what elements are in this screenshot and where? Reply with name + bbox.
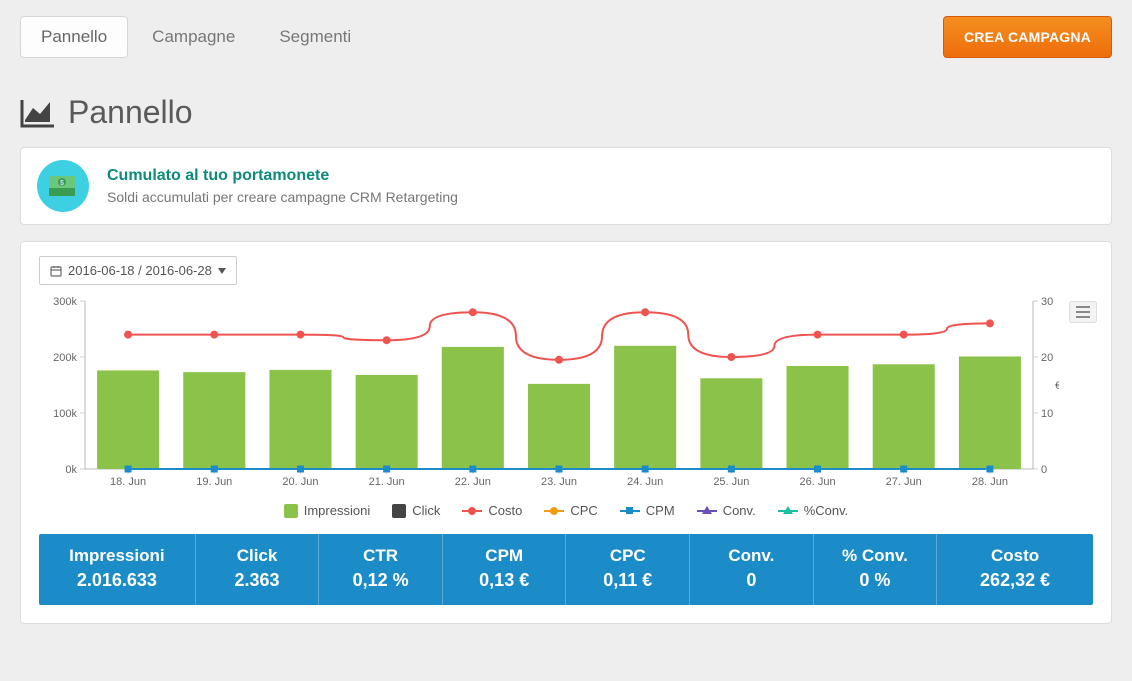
legend-swatch — [392, 504, 406, 518]
chart-legend: Impressioni Click Costo CPC CPM Conv. %Conv. — [39, 503, 1093, 518]
svg-text:26. Jun: 26. Jun — [799, 476, 835, 488]
svg-text:10: 10 — [1041, 408, 1053, 420]
legend-label: %Conv. — [804, 503, 849, 518]
legend-item[interactable]: %Conv. — [778, 503, 849, 518]
svg-text:€: € — [1055, 380, 1059, 392]
legend-item[interactable]: CPC — [544, 503, 597, 518]
date-range-picker[interactable]: 2016-06-18 / 2016-06-28 — [39, 256, 237, 285]
caret-down-icon — [218, 268, 226, 274]
page-title: Pannello — [68, 94, 193, 131]
metric-value: 0 — [696, 570, 807, 591]
chart-panel: 2016-06-18 / 2016-06-28 0k 100k 200k 300k 0 1… — [20, 241, 1112, 624]
svg-text:$: $ — [60, 180, 64, 187]
svg-text:0: 0 — [1041, 464, 1047, 476]
tab-campagne[interactable]: Campagne — [132, 17, 255, 57]
svg-text:30: 30 — [1041, 296, 1053, 308]
area-chart-icon — [20, 98, 56, 128]
legend-swatch — [620, 505, 640, 517]
legend-item[interactable]: Click — [392, 503, 440, 518]
impressions-cost-chart: 0k 100k 200k 300k 0 10 20 30 €18. Jun 19. Jun 20. … — [39, 293, 1059, 493]
wallet-title: Cumulato al tuo portamonete — [107, 167, 458, 185]
legend-label: Costo — [488, 503, 522, 518]
date-range-text: 2016-06-18 / 2016-06-28 — [68, 263, 212, 278]
svg-text:28. Jun: 28. Jun — [972, 476, 1008, 488]
metric-label: % Conv. — [820, 546, 931, 566]
metric-value: 0 % — [820, 570, 931, 591]
wallet-subtitle: Soldi accumulati per creare campagne CRM… — [107, 189, 458, 205]
metric-value: 262,32 € — [943, 570, 1087, 591]
metric-card: CPM 0,13 € — [443, 534, 567, 605]
svg-text:200k: 200k — [53, 352, 77, 364]
metric-label: Click — [202, 546, 313, 566]
legend-label: CPC — [570, 503, 597, 518]
metric-value: 0,12 % — [325, 570, 436, 591]
calendar-icon — [50, 265, 62, 277]
legend-swatch — [462, 505, 482, 517]
metric-card: Click 2.363 — [196, 534, 320, 605]
svg-text:27. Jun: 27. Jun — [886, 476, 922, 488]
legend-item[interactable]: Conv. — [697, 503, 756, 518]
tab-pannello[interactable]: Pannello — [20, 16, 128, 58]
svg-text:300k: 300k — [53, 296, 77, 308]
wallet-panel: $ Cumulato al tuo portamonete Soldi accu… — [20, 147, 1112, 225]
metric-label: Conv. — [696, 546, 807, 566]
metric-value: 2.363 — [202, 570, 313, 591]
tab-segmenti[interactable]: Segmenti — [259, 17, 371, 57]
legend-swatch — [697, 505, 717, 517]
svg-text:24. Jun: 24. Jun — [627, 476, 663, 488]
svg-text:0k: 0k — [65, 464, 77, 476]
svg-text:25. Jun: 25. Jun — [713, 476, 749, 488]
legend-item[interactable]: Costo — [462, 503, 522, 518]
metric-card: CPC 0,11 € — [566, 534, 690, 605]
legend-label: Impressioni — [304, 503, 370, 518]
metric-value: 2.016.633 — [45, 570, 189, 591]
tab-label: Campagne — [152, 27, 235, 46]
wallet-icon: $ — [37, 160, 89, 212]
chart-menu-button[interactable] — [1069, 301, 1097, 323]
svg-text:20: 20 — [1041, 352, 1053, 364]
legend-swatch — [284, 504, 298, 518]
metric-card: Costo 262,32 € — [937, 534, 1093, 605]
legend-swatch — [544, 505, 564, 517]
metric-label: Impressioni — [45, 546, 189, 566]
svg-text:22. Jun: 22. Jun — [455, 476, 491, 488]
svg-text:19. Jun: 19. Jun — [196, 476, 232, 488]
legend-swatch — [778, 505, 798, 517]
legend-label: Click — [412, 503, 440, 518]
metric-label: Costo — [943, 546, 1087, 566]
metric-value: 0,11 € — [572, 570, 683, 591]
metric-card: Conv. 0 — [690, 534, 814, 605]
metric-label: CPC — [572, 546, 683, 566]
svg-text:20. Jun: 20. Jun — [282, 476, 318, 488]
legend-label: CPM — [646, 503, 675, 518]
metric-card: Impressioni 2.016.633 — [39, 534, 196, 605]
svg-text:23. Jun: 23. Jun — [541, 476, 577, 488]
metric-value: 0,13 € — [449, 570, 560, 591]
legend-item[interactable]: Impressioni — [284, 503, 370, 518]
metric-card: CTR 0,12 % — [319, 534, 443, 605]
create-campaign-button[interactable]: CREA CAMPAGNA — [943, 16, 1112, 58]
svg-text:100k: 100k — [53, 408, 77, 420]
metric-label: CTR — [325, 546, 436, 566]
legend-label: Conv. — [723, 503, 756, 518]
metrics-summary: Impressioni2.016.633Click2.363CTR0,12 %C… — [39, 534, 1093, 605]
tab-label: Segmenti — [279, 27, 351, 46]
tab-label: Pannello — [41, 27, 107, 46]
svg-text:18. Jun: 18. Jun — [110, 476, 146, 488]
metric-card: % Conv. 0 % — [814, 534, 938, 605]
legend-item[interactable]: CPM — [620, 503, 675, 518]
svg-text:21. Jun: 21. Jun — [369, 476, 405, 488]
metric-label: CPM — [449, 546, 560, 566]
page-title-row: Pannello — [20, 94, 1112, 131]
